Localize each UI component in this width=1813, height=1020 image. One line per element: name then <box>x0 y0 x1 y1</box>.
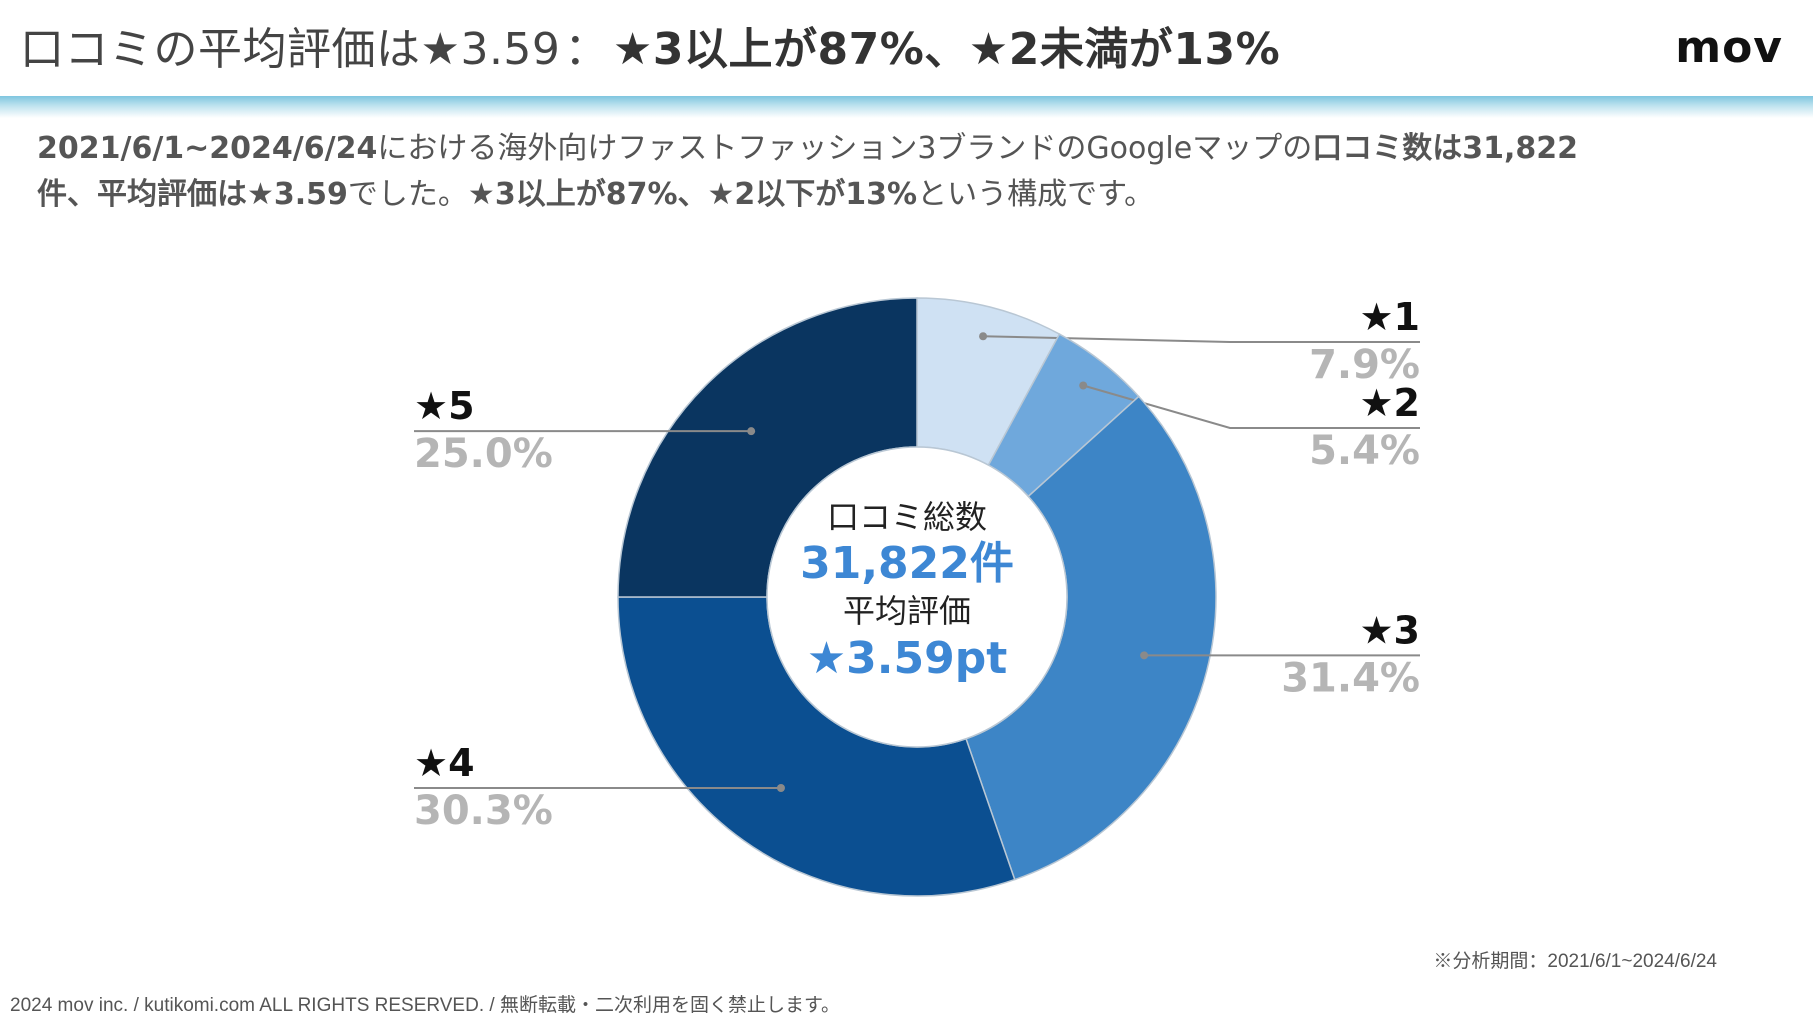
lead-text: 2021/6/1~2024/6/24における海外向けファストファッション3ブラン… <box>37 126 1737 218</box>
page-title: 口コミの平均評価は★3.59：★3以上が87%、★2未満が13% <box>20 22 1280 78</box>
analysis-period-note: ※分析期間：2021/6/1~2024/6/24 <box>1433 951 1717 972</box>
logo: mov <box>1675 22 1783 73</box>
copyright-footer: 2024 mov inc. / kutikomi.com ALL RIGHTS … <box>10 995 841 1016</box>
callout-dot-star1 <box>979 332 988 341</box>
lead-count: 口コミ数は31,822 <box>1312 131 1578 166</box>
slice-percent-star4: 30.3% <box>414 788 553 834</box>
callout-dot-star3 <box>1140 651 1149 660</box>
lead-text-1: における海外向けファストファッション3ブランドのGoogleマップの <box>377 131 1313 166</box>
lead-text-3: という構成です。 <box>917 177 1155 212</box>
donut-center: 口コミ総数 31,822件 平均評価 ★3.59pt <box>752 495 1062 685</box>
callout-dot-star2 <box>1079 381 1088 390</box>
slice-name-star5: ★5 <box>414 384 475 428</box>
header: 口コミの平均評価は★3.59：★3以上が87%、★2未満が13% mov <box>0 0 1813 100</box>
average-label: 平均評価 <box>842 592 971 630</box>
lead-line-2: 件、平均評価は★3.59でした。★3以上が87%、★2以下が13%という構成です… <box>37 172 1737 218</box>
slice-name-star1: ★1 <box>1359 295 1420 339</box>
donut-hole <box>766 446 1068 748</box>
slice-name-star4: ★4 <box>414 741 475 785</box>
slice-percent-star5: 25.0% <box>414 431 553 477</box>
lead-average: 件、平均評価は★3.59 <box>37 177 348 212</box>
slice-percent-star2: 5.4% <box>1309 428 1420 474</box>
average-value: ★3.59pt <box>806 633 1008 684</box>
title-bold: ★3以上が87%、★2未満が13% <box>612 24 1281 75</box>
slice-name-star2: ★2 <box>1359 381 1420 425</box>
callout-star2: ★25.4% <box>1079 381 1420 474</box>
callout-star5: ★525.0% <box>414 384 756 477</box>
callout-star1: ★17.9% <box>979 295 1420 388</box>
lead-line-1: 2021/6/1~2024/6/24における海外向けファストファッション3ブラン… <box>37 126 1737 172</box>
total-value: 31,822件 <box>800 538 1014 589</box>
lead-composition: ★3以上が87%、★2以下が13% <box>467 177 918 212</box>
header-divider <box>0 96 1813 118</box>
slice-percent-star3: 31.4% <box>1281 655 1420 701</box>
title-separator: ： <box>564 24 609 75</box>
lead-text-2: でした。 <box>347 177 468 212</box>
title-light: 口コミの平均評価は★3.59 <box>20 24 561 75</box>
callout-dot-star5 <box>747 427 756 436</box>
callout-star3: ★331.4% <box>1140 608 1420 701</box>
lead-period: 2021/6/1~2024/6/24 <box>37 131 378 166</box>
slice-name-star3: ★3 <box>1359 608 1420 652</box>
slice-percent-star1: 7.9% <box>1309 342 1420 388</box>
total-label: 口コミ総数 <box>826 498 987 536</box>
callout-star4: ★430.3% <box>414 741 785 834</box>
callout-line-star2 <box>1082 384 1420 429</box>
callout-dot-star4 <box>776 784 785 793</box>
